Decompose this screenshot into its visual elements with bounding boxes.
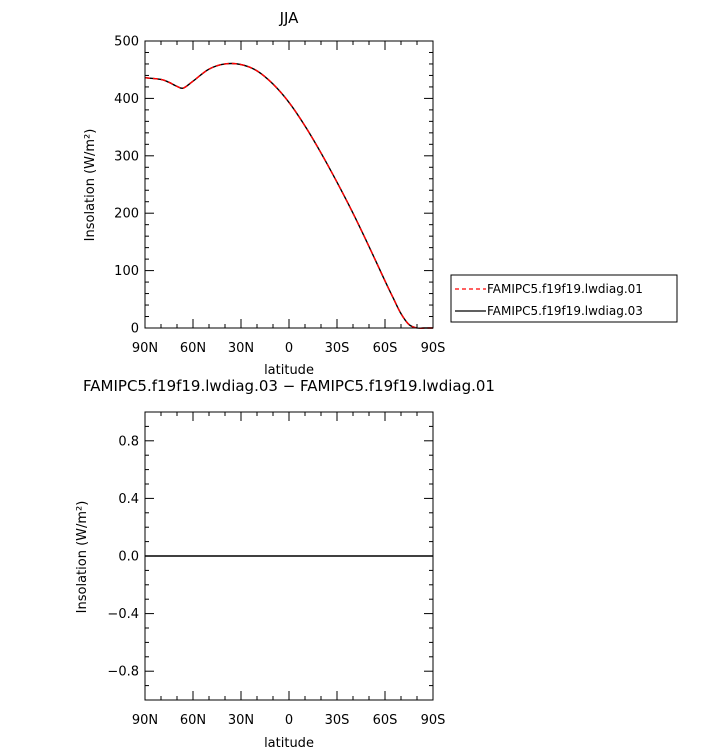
y-tick-label: −0.8 <box>107 665 139 680</box>
difference-panel: FAMIPC5.f19f19.lwdiag.03 − FAMIPC5.f19f1… <box>75 377 495 751</box>
x-tick-label: 30N <box>228 713 254 728</box>
x-tick-label: 0 <box>285 713 293 728</box>
x-tick-label: 60N <box>180 713 206 728</box>
legend-item: FAMIPC5.f19f19.lwdiag.03 <box>455 304 643 318</box>
chart-title: FAMIPC5.f19f19.lwdiag.03 − FAMIPC5.f19f1… <box>83 377 495 395</box>
insolation-panel: JJA latitude Insolation (W/m²) 90N 60N 30N… <box>83 9 445 378</box>
x-axis-label: latitude <box>264 363 314 378</box>
x-axis-label: latitude <box>264 736 314 751</box>
y-axis-label: Insolation (W/m²) <box>83 129 98 242</box>
y-tick-label: 500 <box>114 35 139 50</box>
y-tick-label: 400 <box>114 92 139 107</box>
y-tick-label: −0.4 <box>107 607 139 622</box>
x-tick-label: 30N <box>228 341 254 356</box>
y-tick-label: 100 <box>114 264 139 279</box>
legend-label: FAMIPC5.f19f19.lwdiag.03 <box>487 304 643 318</box>
y-tick-label: 0.8 <box>118 434 139 449</box>
x-tick-label: 30S <box>325 341 350 356</box>
x-tick-label: 90N <box>132 341 158 356</box>
x-tick-label: 90S <box>421 713 446 728</box>
series-line <box>144 62 433 329</box>
y-tick-label: 200 <box>114 207 139 222</box>
x-tick-label: 90S <box>421 341 446 356</box>
legend-box <box>450 274 678 323</box>
plot-frame <box>144 40 434 329</box>
x-tick-label: 0 <box>285 341 293 356</box>
y-tick-label: 0 <box>131 322 139 337</box>
x-tick-label: 30S <box>325 713 350 728</box>
x-tick-label: 60S <box>373 341 398 356</box>
y-tick-label: 0.4 <box>118 492 139 507</box>
series-group <box>144 62 433 329</box>
legend: FAMIPC5.f19f19.lwdiag.01 FAMIPC5.f19f19.… <box>450 274 678 323</box>
x-tick-label: 60N <box>180 341 206 356</box>
legend-label: FAMIPC5.f19f19.lwdiag.01 <box>487 282 643 296</box>
x-tick-label: 90N <box>132 713 158 728</box>
y-tick-label: 0.0 <box>118 550 139 565</box>
chart-title: JJA <box>279 9 300 27</box>
legend-item: FAMIPC5.f19f19.lwdiag.01 <box>455 282 643 296</box>
y-axis-label: Insolation (W/m²) <box>75 501 90 614</box>
y-tick-label: 300 <box>114 149 139 164</box>
x-tick-label: 60S <box>373 713 398 728</box>
